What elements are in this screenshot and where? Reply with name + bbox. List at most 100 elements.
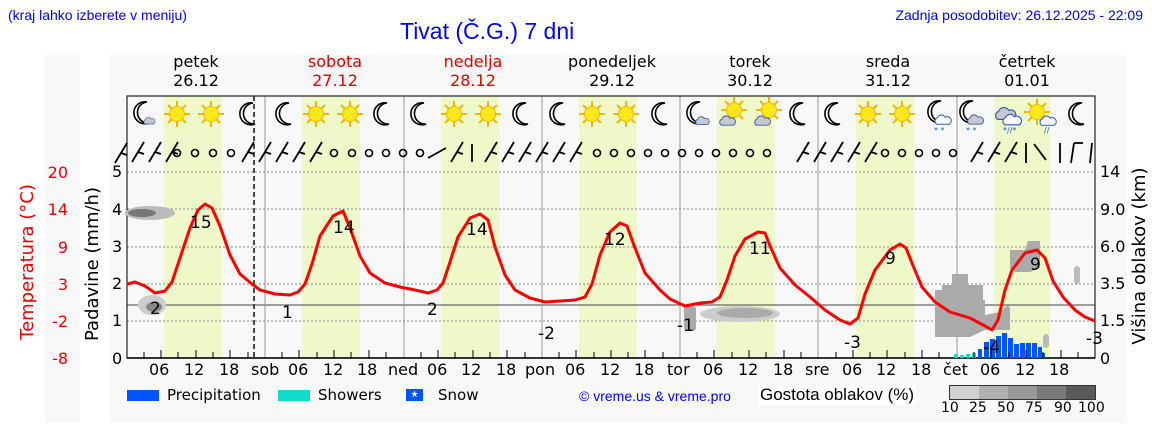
precip-tick: 1 <box>112 311 123 330</box>
temperature-line <box>126 202 1096 332</box>
day-header-sreda: sreda 31.12 <box>865 52 911 90</box>
cloud-tick: 0 <box>1100 349 1111 368</box>
density-tick: 10 <box>941 400 959 416</box>
day-abbr-label: sre <box>805 360 830 379</box>
svg-text:1: 1 <box>282 303 293 323</box>
svg-text:9: 9 <box>885 249 896 269</box>
svg-text:* *: * * <box>934 126 945 135</box>
day-abbr-label: tor <box>667 360 690 379</box>
snow-star-icon: ★ <box>406 389 423 401</box>
hour-label: 06 <box>288 360 309 379</box>
day-abbr-label: pon <box>525 360 556 379</box>
svg-text:2: 2 <box>427 300 438 320</box>
cloud-density-scale <box>949 385 1096 400</box>
precip-tick: 4 <box>112 200 123 219</box>
svg-text:-3: -3 <box>844 333 861 353</box>
location-hint: (kraj lahko izberete v meniju) <box>8 7 187 23</box>
cloud-tick: 14 <box>1100 162 1121 181</box>
cloud-tick: 6.0 <box>1100 237 1126 256</box>
svg-text:12: 12 <box>604 230 626 250</box>
day-header-sobota: sobota 27.12 <box>307 52 363 90</box>
temp-tick: 14 <box>47 200 68 219</box>
hour-label: 12 <box>184 360 205 379</box>
day-separators <box>264 96 958 358</box>
day-abbr-label: sob <box>251 360 280 379</box>
temp-tick: -2 <box>52 312 68 331</box>
day-abbr-label: čet <box>943 360 968 379</box>
cloud-tick: 9.0 <box>1100 200 1126 219</box>
svg-text:-1: -1 <box>677 316 694 336</box>
hour-label: 18 <box>219 360 240 379</box>
hour-label: 18 <box>911 360 932 379</box>
hour-label: 12 <box>876 360 897 379</box>
hour-label: 18 <box>357 360 378 379</box>
svg-text:9: 9 <box>1030 255 1041 275</box>
svg-text:-3: -3 <box>1086 329 1103 349</box>
density-tick: 75 <box>1025 400 1043 416</box>
density-tick: 90 <box>1054 400 1072 416</box>
cloud-density-label: Gostota oblakov (%) <box>758 385 917 405</box>
left-axis-panel <box>45 55 80 423</box>
hour-label: 18 <box>773 360 794 379</box>
svg-text:14: 14 <box>333 218 355 238</box>
legend-snow: Snow <box>438 386 479 404</box>
hour-ticks <box>143 350 1079 358</box>
precip-tick: 2 <box>112 274 123 293</box>
day-header-petek: petek 26.12 <box>173 52 219 90</box>
temp-tick: 3 <box>57 275 68 294</box>
day-headers: petek 26.12 sobota 27.12 nedelja 28.12 pone… <box>127 52 1095 96</box>
day-header-nedelja: nedelja 28.12 <box>443 52 503 90</box>
legend-precipitation: Precipitation <box>167 386 261 404</box>
showers-swatch <box>278 390 310 401</box>
svg-text://: // <box>1044 126 1050 135</box>
svg-text:*//*: *//* <box>1003 126 1016 135</box>
temp-tick: 20 <box>47 163 68 182</box>
density-tick: 25 <box>969 400 987 416</box>
svg-text:* *: * * <box>966 126 977 135</box>
x-axis-labels: 06 12 18 sob 06 12 18 ned 06 12 18 pon 0… <box>0 360 1152 382</box>
svg-text:2: 2 <box>150 299 161 319</box>
cloud-tick: 3.5 <box>1100 274 1126 293</box>
hour-label: 06 <box>980 360 1001 379</box>
hour-label: 06 <box>149 360 170 379</box>
last-update: Zadnja posodobitev: 26.12.2025 - 22:09 <box>895 7 1143 23</box>
precipitation-swatch <box>127 390 159 401</box>
day-header-ponedeljek: ponedeljek 29.12 <box>568 52 656 90</box>
day-header-cetrtek: četrtek 01.01 <box>998 52 1056 90</box>
temp-tick: 9 <box>57 238 68 257</box>
svg-text:-4: -4 <box>983 338 1000 358</box>
precip-tick: 0 <box>112 349 123 368</box>
hour-label: 06 <box>703 360 724 379</box>
hour-label: 06 <box>565 360 586 379</box>
day-abbr-label: ned <box>388 360 419 379</box>
credit-link[interactable]: © vreme.us & vreme.pro <box>579 388 731 404</box>
page-title: Tivat (Č.G.) 7 dni <box>400 18 575 44</box>
hour-label: 06 <box>427 360 448 379</box>
hour-label: 12 <box>600 360 621 379</box>
cloud-patches <box>125 206 1080 348</box>
temp-tick: -8 <box>52 349 68 368</box>
precip-tick: 3 <box>112 237 123 256</box>
precip-tick: 5 <box>112 162 123 181</box>
weather-icons: * * * * *//* // <box>133 96 1085 135</box>
hour-label: 18 <box>634 360 655 379</box>
hour-label: 18 <box>1049 360 1070 379</box>
hour-label: 12 <box>323 360 344 379</box>
hour-label: 18 <box>496 360 517 379</box>
svg-text:11: 11 <box>749 239 771 259</box>
svg-text:14: 14 <box>466 220 488 240</box>
cloud-tick: 1.5 <box>1100 311 1126 330</box>
svg-text:15: 15 <box>190 213 212 233</box>
hour-label: 12 <box>738 360 759 379</box>
svg-text:-2: -2 <box>538 324 555 344</box>
hour-label: 06 <box>842 360 863 379</box>
hour-label: 12 <box>461 360 482 379</box>
temperature-labels: 15 2 1 14 2 14 -2 12 -1 11 -3 9 -4 9 -3 <box>150 213 1103 358</box>
legend: Precipitation Showers ★ Snow © vreme.us … <box>127 385 1127 422</box>
legend-showers: Showers <box>318 386 382 404</box>
density-tick: 50 <box>997 400 1015 416</box>
wind-barbs <box>114 141 1093 164</box>
hour-label: 12 <box>1015 360 1036 379</box>
grid-lines <box>127 171 1095 322</box>
